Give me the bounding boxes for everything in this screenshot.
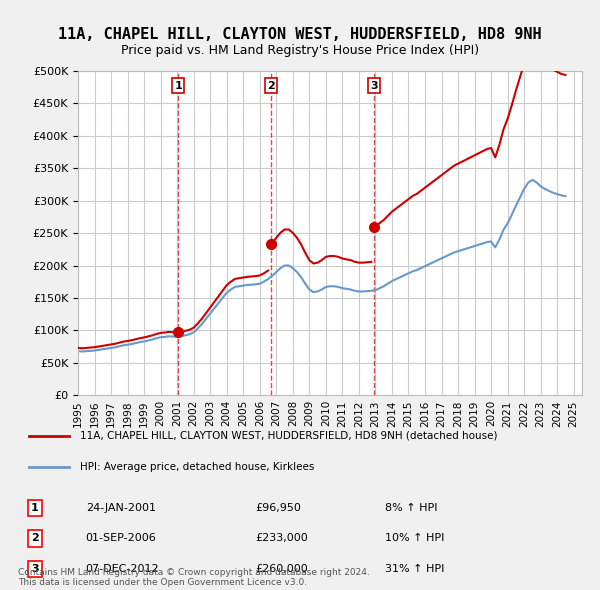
Text: 2: 2	[267, 80, 275, 90]
Text: 01-SEP-2006: 01-SEP-2006	[86, 533, 157, 543]
Text: £96,950: £96,950	[255, 503, 301, 513]
Text: 3: 3	[31, 564, 39, 574]
Text: 1: 1	[31, 503, 39, 513]
Text: Contains HM Land Registry data © Crown copyright and database right 2024.
This d: Contains HM Land Registry data © Crown c…	[18, 568, 370, 587]
Text: £233,000: £233,000	[255, 533, 308, 543]
Text: 10% ↑ HPI: 10% ↑ HPI	[385, 533, 444, 543]
Text: 24-JAN-2001: 24-JAN-2001	[86, 503, 155, 513]
Text: Price paid vs. HM Land Registry's House Price Index (HPI): Price paid vs. HM Land Registry's House …	[121, 44, 479, 57]
Text: 07-DEC-2012: 07-DEC-2012	[86, 564, 160, 574]
Text: £260,000: £260,000	[255, 564, 308, 574]
Text: 11A, CHAPEL HILL, CLAYTON WEST, HUDDERSFIELD, HD8 9NH (detached house): 11A, CHAPEL HILL, CLAYTON WEST, HUDDERSF…	[80, 431, 497, 441]
Text: 8% ↑ HPI: 8% ↑ HPI	[385, 503, 437, 513]
Text: 2: 2	[31, 533, 39, 543]
Text: 3: 3	[370, 80, 378, 90]
Text: HPI: Average price, detached house, Kirklees: HPI: Average price, detached house, Kirk…	[80, 462, 314, 472]
Text: 11A, CHAPEL HILL, CLAYTON WEST, HUDDERSFIELD, HD8 9NH: 11A, CHAPEL HILL, CLAYTON WEST, HUDDERSF…	[58, 27, 542, 41]
Text: 31% ↑ HPI: 31% ↑ HPI	[385, 564, 444, 574]
Text: 1: 1	[175, 80, 182, 90]
